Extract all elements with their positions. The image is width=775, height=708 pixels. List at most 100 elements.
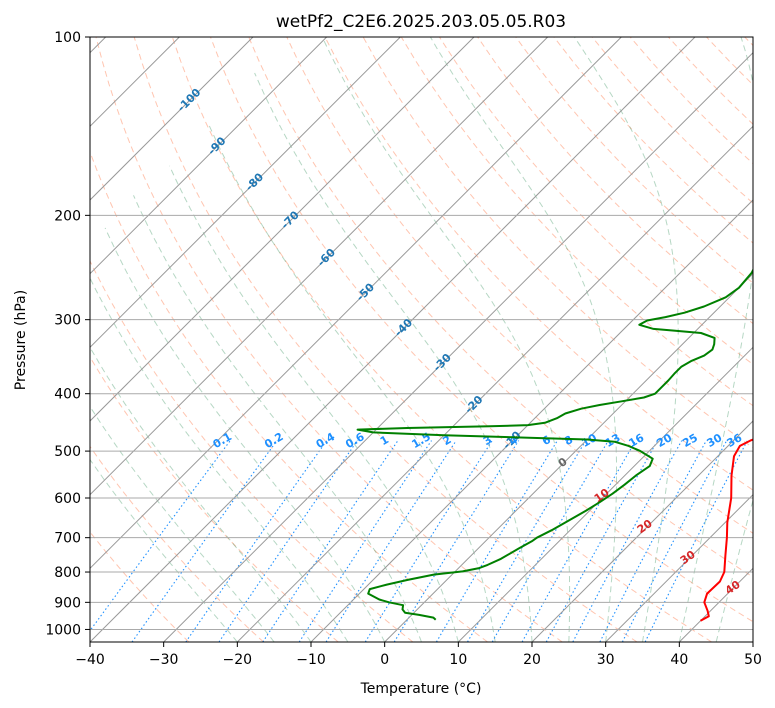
moist-adiabat: [169, 165, 459, 642]
background-lines: [90, 37, 753, 642]
mixing-ratio-line: [364, 440, 493, 642]
dry-adiabat: [553, 37, 753, 244]
plot-frame: [89, 36, 754, 643]
x-tick-label: −20: [223, 652, 253, 668]
mixing-ratio-label: 0.6: [343, 430, 367, 451]
x-tick-label: 10: [449, 652, 467, 668]
moist-adiabat: [573, 37, 679, 642]
mixing-ratio-label: 25: [680, 431, 700, 450]
mixing-ratio-line: [185, 440, 328, 642]
dry-adiabat: [133, 37, 638, 642]
x-axis-title: Temperature (°C): [360, 681, 482, 697]
isotherm: [457, 346, 753, 642]
mixing-ratio-line: [467, 440, 587, 642]
dry-adiabat: [171, 37, 712, 642]
mixing-ratio-line: [599, 440, 707, 642]
y-tick-label: 1000: [45, 622, 81, 638]
dry-adiabat: [90, 445, 264, 642]
mixing-ratio-label: 0.2: [262, 430, 285, 451]
isotherm: [90, 37, 475, 422]
mixing-ratio-line: [491, 440, 609, 642]
isotherm: [384, 272, 753, 642]
mixing-ratio-line: [325, 440, 457, 642]
dry-adiabat: [706, 37, 753, 86]
moist-adiabat: [90, 458, 238, 642]
mixing-ratio-label: 30: [705, 431, 725, 450]
temperature-profile-line: [700, 438, 753, 622]
mixing-ratio-line: [435, 440, 558, 642]
mixing-ratio-line: [572, 440, 683, 642]
x-tick-label: 40: [670, 652, 688, 668]
dry-adiabat: [90, 356, 339, 642]
mixing-ratio-line: [644, 440, 748, 642]
moist-adiabat: [90, 276, 349, 642]
y-tick-label: 400: [54, 387, 81, 403]
dewpoint-profile-line: [356, 268, 753, 621]
isotherm: [605, 493, 753, 642]
mixing-ratio-label: 3: [481, 433, 494, 448]
y-tick-label: 300: [54, 313, 81, 329]
isotherm: [90, 37, 696, 642]
dry-adiabat: [95, 37, 563, 642]
dry-adiabat: [286, 37, 753, 534]
x-tick-label: 20: [523, 652, 541, 668]
x-tick-label: 30: [597, 652, 615, 668]
y-axis: 100 200 300 400 500 600 700 800 900 1000: [45, 30, 90, 638]
x-axis: −40 −30 −20 −10 0 10 20 30 40 50: [75, 642, 762, 668]
dry-adiabat: [591, 37, 753, 204]
y-tick-label: 700: [54, 531, 81, 547]
moist-adiabat: [715, 498, 753, 642]
x-tick-label: 50: [744, 652, 762, 668]
moist-adiabat: [104, 227, 386, 642]
isotherm: [236, 125, 753, 642]
y-tick-label: 900: [54, 595, 81, 611]
y-tick-label: 600: [54, 491, 81, 507]
y-tick-label: 100: [54, 30, 81, 46]
mixing-ratio-line: [621, 440, 728, 642]
mixing-ratio-label: 20: [654, 431, 674, 450]
isotherm: [90, 37, 401, 349]
isotherm: [90, 37, 549, 496]
parcel-label: 0: [556, 455, 570, 470]
mixing-ratio-label: 0.1: [211, 430, 234, 451]
x-tick-label: −10: [296, 652, 326, 668]
isotherm: [678, 567, 753, 642]
mixing-ratio-line: [262, 440, 399, 642]
dry-adiabat: [210, 37, 753, 623]
series-lines: [356, 268, 753, 622]
chart-title: wetPf2_C2E6.2025.203.05.05.R03: [276, 12, 566, 32]
mixing-ratio-line: [131, 440, 278, 642]
dry-adiabat: [90, 150, 488, 642]
x-tick-label: 0: [380, 652, 389, 668]
mixing-ratio-line: [90, 440, 231, 632]
isotherm: [163, 51, 753, 642]
y-tick-label: 800: [54, 565, 81, 581]
isotherm: [752, 641, 753, 642]
mixing-ratio-line: [298, 440, 432, 642]
dry-adiabat: [324, 37, 753, 491]
x-tick-label: −40: [75, 652, 105, 668]
isotherm: [310, 199, 753, 642]
isotherm: [90, 37, 622, 570]
parcel-label: 30: [678, 548, 698, 568]
mixing-ratio-label: 6: [540, 433, 553, 448]
mixing-ratio-label: 1: [378, 433, 391, 448]
moist-adiabat: [254, 72, 533, 642]
mixing-ratio-line: [218, 440, 358, 642]
parcel-label: 20: [635, 517, 655, 537]
moist-adiabat: [133, 195, 422, 642]
y-tick-label: 200: [54, 208, 81, 224]
parcel-label: 40: [723, 578, 743, 598]
dry-adiabat: [744, 37, 753, 47]
isotherm: [90, 37, 328, 275]
isotherm: [531, 420, 753, 642]
dry-adiabat: [515, 37, 753, 284]
mixing-ratio-line: [545, 440, 659, 642]
moist-adiabat: [321, 37, 571, 642]
grid-lines: [90, 37, 753, 642]
x-tick-label: −30: [149, 652, 179, 668]
isotherm: [90, 37, 254, 201]
y-axis-title: Pressure (hPa): [13, 290, 29, 390]
moist-adiabat: [678, 37, 753, 642]
